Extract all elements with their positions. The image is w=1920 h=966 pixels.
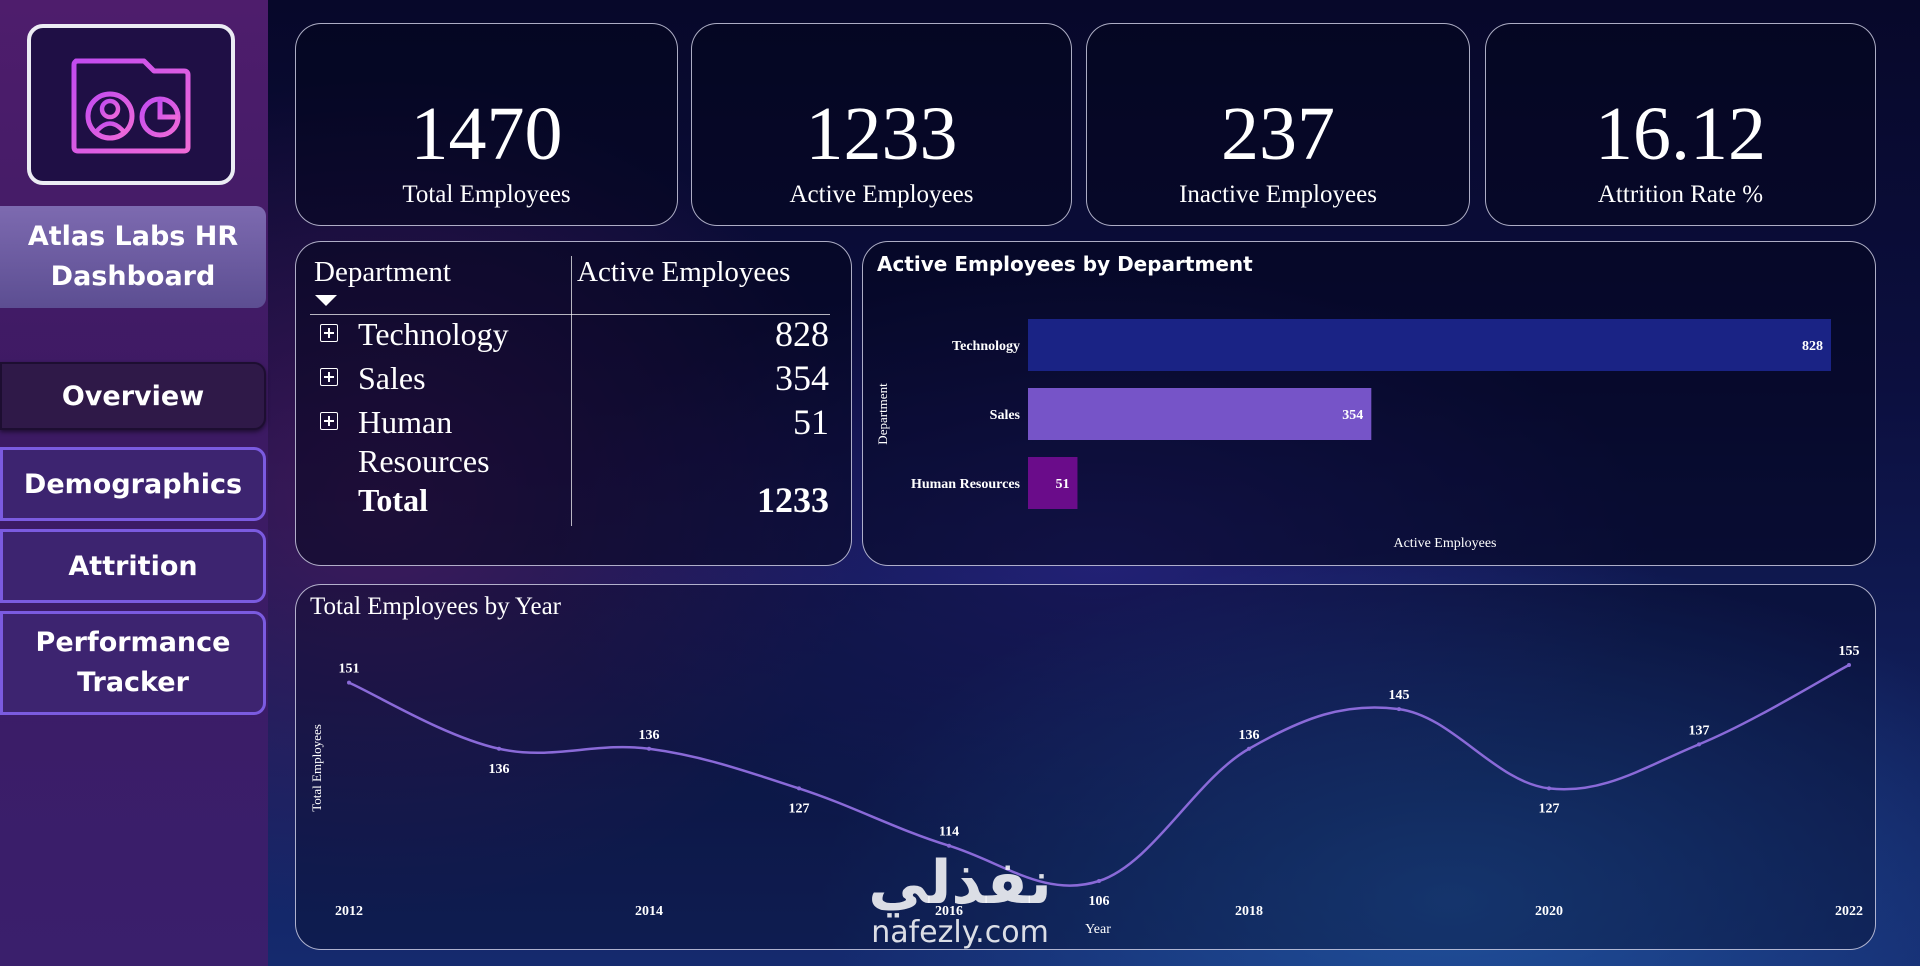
active-employees-by-department-chart: Active Employees by Department Technolog… xyxy=(862,241,1876,566)
data-point[interactable] xyxy=(497,746,501,751)
nav-overview-button[interactable]: Overview xyxy=(0,362,266,430)
data-label: 155 xyxy=(1839,644,1860,659)
bar[interactable] xyxy=(1028,319,1831,371)
kpi-value: 1233 xyxy=(805,92,958,176)
kpi-value: 237 xyxy=(1221,92,1335,176)
expand-icon[interactable] xyxy=(320,368,338,386)
x-tick-label: 2018 xyxy=(1235,904,1263,919)
data-label: 106 xyxy=(1089,894,1110,909)
column-header-active-employees[interactable]: Active Employees xyxy=(577,256,791,288)
series-line[interactable] xyxy=(348,663,1850,887)
data-point[interactable] xyxy=(947,843,951,848)
chart-title: Active Employees by Department xyxy=(877,252,1253,276)
total-employees-by-year-chart: Total Employees by Year 151 136 136 127 114 1… xyxy=(295,584,1876,950)
sort-down-icon[interactable] xyxy=(315,295,337,307)
data-point[interactable] xyxy=(1097,879,1101,883)
x-tick-label: 2020 xyxy=(1535,904,1563,919)
data-label: 145 xyxy=(1389,688,1410,703)
table-row-name: Technology xyxy=(358,316,509,352)
data-point[interactable] xyxy=(1547,786,1551,791)
data-label: 127 xyxy=(789,801,810,816)
data-label: 51 xyxy=(1055,477,1069,492)
kpi-value: 1470 xyxy=(410,92,563,176)
table-row-name: Human Resources xyxy=(358,404,490,479)
data-label: 127 xyxy=(1539,801,1560,816)
data-label: 354 xyxy=(1342,408,1363,423)
bar[interactable] xyxy=(1028,457,1078,509)
table-row-name: Sales xyxy=(358,360,426,396)
department-table: Department Active Employees Technology 8… xyxy=(295,241,852,566)
data-label: 136 xyxy=(1239,728,1260,743)
data-point[interactable] xyxy=(347,680,351,685)
table-row-value: 51 xyxy=(793,402,829,442)
kpi-value: 16.12 xyxy=(1595,92,1766,176)
data-point[interactable] xyxy=(797,786,801,791)
kpi-inactive-employees: 237 Inactive Employees xyxy=(1086,23,1470,226)
header-divider xyxy=(310,314,830,315)
data-label: 137 xyxy=(1689,723,1710,738)
nav-attrition-button[interactable]: Attrition xyxy=(0,529,266,603)
watermark-latin: nafezly.com xyxy=(871,915,1049,950)
hr-dashboard-icon xyxy=(71,58,191,153)
sidebar: Atlas Labs HR Dashboard Overview Demogra… xyxy=(0,0,268,966)
logo xyxy=(27,24,235,185)
bar[interactable] xyxy=(1028,388,1372,440)
x-axis-label: Year xyxy=(1085,922,1111,937)
expand-icon[interactable] xyxy=(320,412,338,430)
bar-chart-svg: Technology 828 Sales 354 Human Resources 51 Ac… xyxy=(875,319,1831,551)
kpi-attrition-rate: 16.12 Attrition Rate % xyxy=(1485,23,1876,226)
x-axis-label: Active Employees xyxy=(1393,536,1496,551)
data-label: 136 xyxy=(489,762,510,777)
kpi-label: Inactive Employees xyxy=(1179,181,1377,208)
nav-performance-tracker-button[interactable]: Performance Tracker xyxy=(0,611,266,715)
category-label: Technology xyxy=(952,339,1020,354)
data-label: 114 xyxy=(939,825,959,840)
chart-title: Total Employees by Year xyxy=(310,593,561,620)
column-divider xyxy=(571,256,572,526)
watermark-arabic: نفذلي xyxy=(868,848,1052,918)
data-label: 828 xyxy=(1802,339,1823,354)
category-label: Human Resources xyxy=(911,477,1021,492)
data-point[interactable] xyxy=(1697,742,1701,747)
line-chart-svg: 151 136 136 127 114 106 136 145 127 137 155 2012 201… xyxy=(309,644,1863,937)
watermark: نفذلي nafezly.com xyxy=(845,850,1075,950)
kpi-label: Attrition Rate % xyxy=(1597,181,1764,208)
x-tick-label: 2014 xyxy=(635,904,663,919)
kpi-active-employees: 1233 Active Employees xyxy=(691,23,1072,226)
table-row-value: 354 xyxy=(775,358,829,398)
table-row-value: 828 xyxy=(775,314,829,354)
column-header-department[interactable]: Department xyxy=(314,256,451,288)
data-point[interactable] xyxy=(1247,746,1251,751)
x-tick-label: 2012 xyxy=(335,904,363,919)
data-label: 151 xyxy=(339,662,360,677)
category-label: Sales xyxy=(990,408,1021,423)
kpi-label: Total Employees xyxy=(402,181,571,208)
data-point[interactable] xyxy=(1397,707,1401,712)
table-total-label: Total xyxy=(358,482,428,518)
y-axis-label: Department xyxy=(875,383,890,445)
expand-icon[interactable] xyxy=(320,324,338,342)
x-tick-label: 2022 xyxy=(1835,904,1863,919)
nav-demographics-button[interactable]: Demographics xyxy=(0,447,266,521)
data-point[interactable] xyxy=(1847,663,1851,667)
x-tick-label: 2016 xyxy=(935,904,963,919)
dashboard-title: Atlas Labs HR Dashboard xyxy=(0,206,266,308)
kpi-total-employees: 1470 Total Employees xyxy=(295,23,678,226)
kpi-label: Active Employees xyxy=(789,181,974,208)
data-point[interactable] xyxy=(647,746,651,751)
y-axis-label: Total Employees xyxy=(309,724,324,812)
table-total-value: 1233 xyxy=(757,480,829,520)
data-label: 136 xyxy=(639,728,660,743)
